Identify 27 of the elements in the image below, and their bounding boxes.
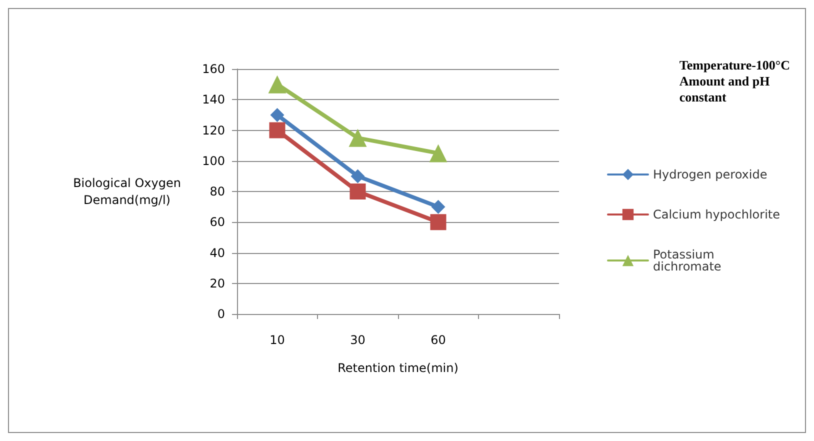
x-axis-title: Retention time(min) xyxy=(338,361,458,375)
legend-label: Hydrogen peroxide xyxy=(652,168,768,182)
x-tick-label: 10 xyxy=(270,333,285,347)
y-tick-label: 80 xyxy=(210,184,225,198)
y-tick-label: 60 xyxy=(210,215,225,230)
point xyxy=(348,128,367,147)
x-tick-label: 60 xyxy=(430,333,446,347)
y-tick-label: 140 xyxy=(202,92,225,107)
point xyxy=(431,200,446,214)
y-tick-label: 20 xyxy=(210,276,225,290)
point xyxy=(429,144,448,162)
y-axis-title: Biological Oxygen Demand(mg/l) xyxy=(73,176,181,207)
text: Temperature-100°C Amount and pH constant xyxy=(679,58,790,104)
point xyxy=(350,184,366,200)
y-tick-label: 160 xyxy=(202,62,225,76)
x-tick-label: 30 xyxy=(350,333,366,347)
point xyxy=(268,75,286,94)
point xyxy=(270,108,284,122)
point xyxy=(350,169,365,184)
point xyxy=(430,214,446,230)
y-tick-label: 40 xyxy=(210,246,225,260)
y-tick-label: 0 xyxy=(217,307,225,321)
point xyxy=(269,122,286,138)
legend-label: Potassium dichromate xyxy=(652,248,722,274)
legend-label: Calcium hypochlorite xyxy=(652,208,780,222)
y-tick-label: 100 xyxy=(202,154,225,168)
y-tick-label: 120 xyxy=(202,123,225,138)
